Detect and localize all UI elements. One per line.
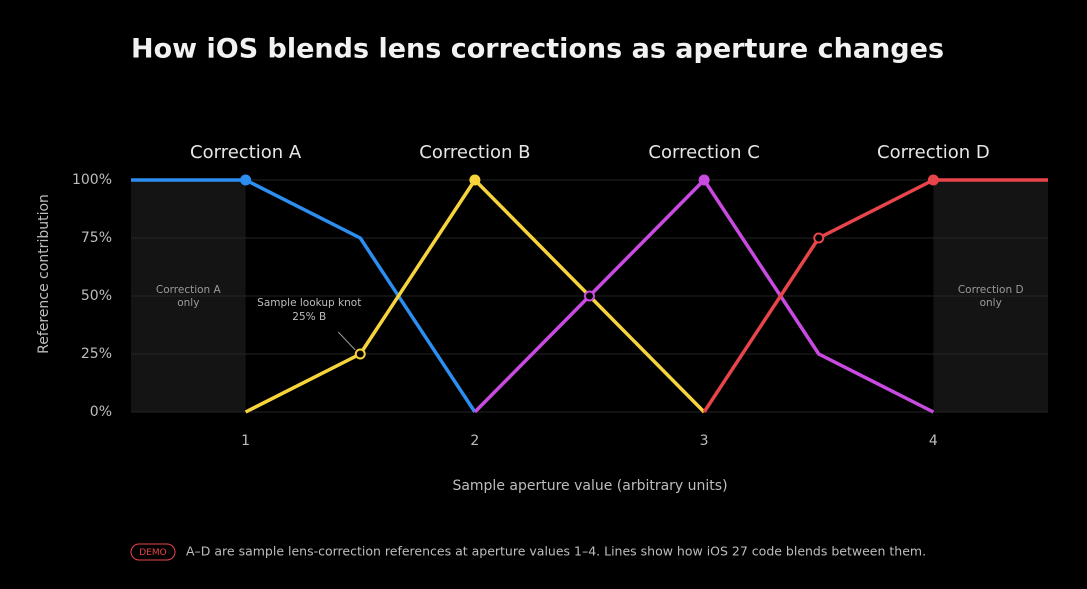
annotation-leader	[337, 331, 356, 351]
x-axis-label: Sample aperture value (arbitrary units)	[452, 478, 727, 494]
knot-point	[813, 232, 825, 244]
annotation-text: 25% B	[292, 311, 326, 323]
y-tick-label: 0%	[90, 404, 112, 420]
y-axis-label: Reference contribution	[36, 194, 52, 354]
chart-title: How iOS blends lens corrections as apert…	[131, 34, 944, 65]
series-line	[131, 178, 477, 413]
series-line	[702, 178, 1048, 413]
region-label: only	[177, 297, 199, 309]
reference-point	[240, 174, 252, 186]
reference-point	[469, 174, 481, 186]
reference-header: Correction C	[648, 142, 759, 163]
y-tick-label: 100%	[72, 172, 112, 188]
region-label: Correction A	[156, 284, 222, 296]
x-tick-label: 3	[700, 433, 709, 449]
x-tick-label: 4	[929, 433, 938, 449]
region-label: only	[980, 297, 1002, 309]
x-tick-label: 2	[470, 433, 479, 449]
demo-badge	[130, 543, 176, 561]
knot-point	[584, 290, 595, 302]
y-tick-label: 25%	[81, 346, 112, 362]
region-label: Correction D	[958, 284, 1024, 296]
badge-text: DEMO	[139, 548, 166, 558]
y-tick-label: 75%	[81, 230, 112, 246]
y-tick-label: 50%	[81, 288, 112, 304]
reference-header: Correction A	[190, 142, 302, 163]
footer-note: A–D are sample lens-correction reference…	[186, 544, 926, 559]
x-tick-label: 1	[241, 433, 250, 449]
knot-point	[354, 348, 366, 360]
reference-point	[698, 174, 710, 186]
reference-header: Correction D	[877, 142, 990, 163]
reference-point	[927, 174, 939, 186]
annotation-text: Sample lookup knot	[257, 297, 361, 309]
reference-header: Correction B	[419, 142, 530, 163]
